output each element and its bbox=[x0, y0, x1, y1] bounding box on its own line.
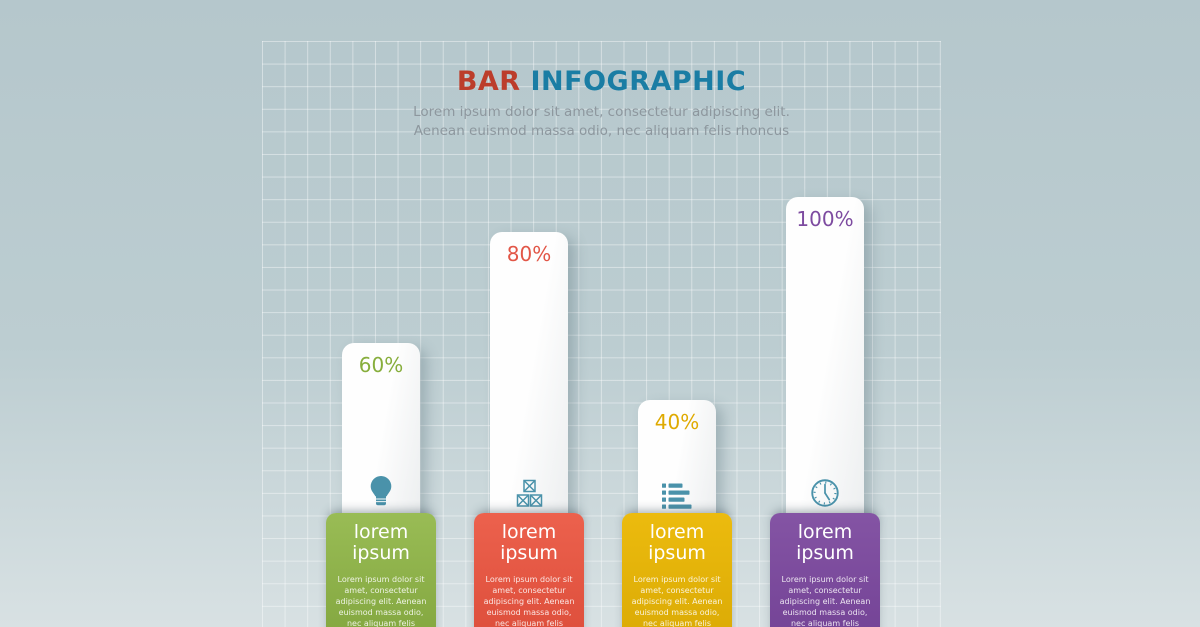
bar-value-label: 80% bbox=[506, 242, 552, 266]
subtitle-line-1: Lorem ipsum dolor sit amet, consectetur … bbox=[413, 104, 790, 120]
bar-base: lorem ipsum Lorem ipsum dolor sit amet, … bbox=[474, 513, 584, 627]
bar-base: lorem ipsum Lorem ipsum dolor sit amet, … bbox=[622, 513, 732, 627]
bar-description: Lorem ipsum dolor sit amet, consectetur … bbox=[335, 575, 427, 627]
title-accent: BAR bbox=[456, 66, 521, 97]
boxes-icon bbox=[490, 479, 568, 510]
subtitle-line-2: Aenean euismod massa odio, nec aliquam f… bbox=[413, 123, 790, 139]
bar-description: Lorem ipsum dolor sit amet, consectetur … bbox=[631, 575, 723, 627]
bar-description: Lorem ipsum dolor sit amet, consectetur … bbox=[779, 575, 871, 627]
bar: 40% bbox=[638, 400, 716, 523]
title-rest: INFOGRAPHIC bbox=[520, 66, 747, 97]
clock-icon bbox=[786, 476, 864, 510]
bar-value-label: 60% bbox=[358, 353, 404, 377]
bar-value-label: 100% bbox=[796, 207, 854, 231]
bar: 80% bbox=[490, 232, 568, 523]
lightbulb-icon bbox=[342, 475, 420, 510]
bar-base: lorem ipsum Lorem ipsum dolor sit amet, … bbox=[326, 513, 436, 627]
page-subtitle: Lorem ipsum dolor sit amet, consectetur … bbox=[262, 103, 941, 141]
bar-base: lorem ipsum Lorem ipsum dolor sit amet, … bbox=[770, 513, 880, 627]
page-title: BAR INFOGRAPHIC bbox=[262, 68, 941, 96]
bar-category-label: lorem ipsum bbox=[796, 521, 854, 564]
bar-category-label: lorem ipsum bbox=[648, 521, 706, 564]
bar-description: Lorem ipsum dolor sit amet, consectetur … bbox=[483, 575, 575, 627]
bar: 60% bbox=[342, 343, 420, 523]
bar-category-label: lorem ipsum bbox=[352, 521, 410, 564]
list-icon bbox=[638, 483, 716, 510]
bar-category-label: lorem ipsum bbox=[500, 521, 558, 564]
bar-value-label: 40% bbox=[654, 410, 700, 434]
bar: 100% bbox=[786, 197, 864, 523]
header: BAR INFOGRAPHIC Lorem ipsum dolor sit am… bbox=[262, 68, 941, 141]
